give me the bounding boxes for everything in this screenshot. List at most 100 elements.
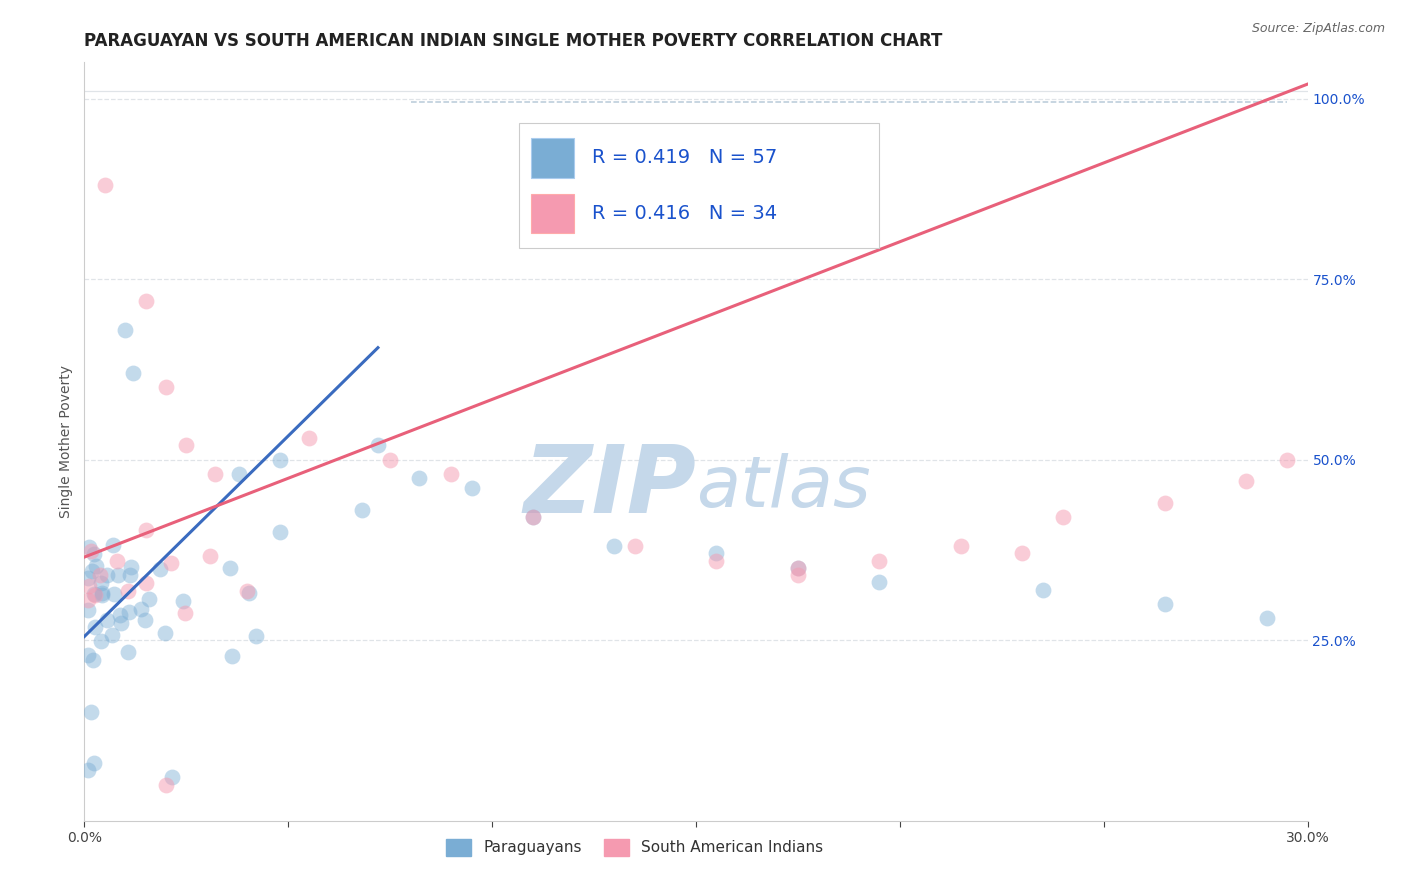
Paraguayans (228, 467, 250, 481)
Paraguayans (80, 564, 103, 578)
Paraguayans (90, 634, 112, 648)
Paraguayans (149, 562, 172, 576)
South American Indians (298, 431, 321, 445)
Paraguayans (77, 763, 100, 777)
FancyBboxPatch shape (531, 138, 574, 178)
Paraguayans (101, 539, 124, 553)
South American Indians (174, 606, 197, 620)
Paraguayans (79, 540, 101, 554)
South American Indians (117, 583, 139, 598)
Paraguayans (110, 615, 132, 630)
South American Indians (950, 539, 973, 553)
Y-axis label: Single Mother Poverty: Single Mother Poverty (59, 365, 73, 518)
South American Indians (706, 554, 728, 568)
Paraguayans (91, 586, 114, 600)
Legend: Paraguayans, South American Indians: Paraguayans, South American Indians (440, 832, 830, 863)
Text: R = 0.419   N = 57: R = 0.419 N = 57 (592, 148, 778, 168)
Paraguayans (218, 561, 240, 575)
South American Indians (135, 523, 157, 537)
Paraguayans (101, 627, 124, 641)
Paraguayans (787, 561, 810, 575)
Paraguayans (221, 649, 243, 664)
South American Indians (135, 293, 157, 308)
Paraguayans (522, 510, 544, 524)
Paraguayans (869, 575, 891, 590)
South American Indians (198, 549, 221, 564)
Paraguayans (155, 626, 177, 640)
Paraguayans (120, 568, 142, 582)
Text: ZIP: ZIP (523, 441, 696, 533)
South American Indians (80, 544, 103, 558)
Paraguayans (245, 629, 267, 643)
Paraguayans (90, 576, 112, 591)
South American Indians (787, 561, 810, 575)
Paraguayans (408, 470, 430, 484)
Paraguayans (108, 607, 131, 622)
Paraguayans (269, 524, 291, 539)
South American Indians (1236, 475, 1258, 489)
Paraguayans (82, 653, 104, 667)
Paraguayans (103, 587, 125, 601)
South American Indians (174, 438, 197, 452)
Paraguayans (83, 547, 105, 561)
South American Indians (787, 568, 810, 582)
Paraguayans (96, 568, 118, 582)
South American Indians (1052, 510, 1074, 524)
Paraguayans (172, 594, 194, 608)
Paraguayans (83, 587, 105, 601)
Paraguayans (603, 539, 626, 553)
South American Indians (77, 579, 100, 593)
South American Indians (869, 554, 891, 568)
South American Indians (159, 556, 181, 570)
South American Indians (155, 380, 177, 394)
South American Indians (380, 452, 402, 467)
South American Indians (624, 539, 647, 553)
South American Indians (440, 467, 463, 481)
Paraguayans (107, 568, 129, 582)
Paraguayans (134, 613, 156, 627)
Paraguayans (350, 503, 373, 517)
Paraguayans (129, 602, 152, 616)
Paraguayans (83, 756, 105, 770)
South American Indians (1277, 452, 1299, 467)
Text: R = 0.416   N = 34: R = 0.416 N = 34 (592, 203, 778, 223)
Paraguayans (96, 613, 118, 627)
Paraguayans (160, 770, 183, 784)
South American Indians (1011, 546, 1033, 560)
Paraguayans (77, 648, 100, 662)
Paraguayans (238, 586, 260, 600)
South American Indians (84, 588, 107, 602)
Paraguayans (77, 603, 100, 617)
South American Indians (93, 178, 115, 193)
South American Indians (135, 575, 157, 590)
South American Indians (89, 567, 111, 582)
South American Indians (204, 467, 226, 481)
Paraguayans (118, 605, 141, 619)
Text: PARAGUAYAN VS SOUTH AMERICAN INDIAN SINGLE MOTHER POVERTY CORRELATION CHART: PARAGUAYAN VS SOUTH AMERICAN INDIAN SING… (84, 32, 943, 50)
FancyBboxPatch shape (531, 194, 574, 233)
Paraguayans (117, 644, 139, 658)
Paraguayans (1154, 597, 1177, 611)
South American Indians (522, 510, 544, 524)
Paraguayans (114, 323, 136, 337)
Paraguayans (1256, 611, 1278, 625)
Paraguayans (122, 366, 145, 380)
Paraguayans (77, 571, 100, 585)
South American Indians (1154, 496, 1177, 510)
FancyBboxPatch shape (519, 123, 880, 248)
Paraguayans (706, 546, 728, 560)
Text: atlas: atlas (696, 452, 870, 522)
Paraguayans (138, 592, 160, 607)
Paraguayans (84, 558, 107, 573)
Paraguayans (367, 438, 389, 452)
Paraguayans (80, 705, 103, 719)
South American Indians (77, 593, 100, 607)
Paraguayans (84, 620, 107, 634)
Paraguayans (461, 482, 484, 496)
Paraguayans (269, 452, 291, 467)
Paraguayans (120, 559, 142, 574)
South American Indians (105, 554, 128, 568)
Paraguayans (91, 588, 114, 602)
Paraguayans (1032, 582, 1054, 597)
South American Indians (235, 584, 257, 599)
